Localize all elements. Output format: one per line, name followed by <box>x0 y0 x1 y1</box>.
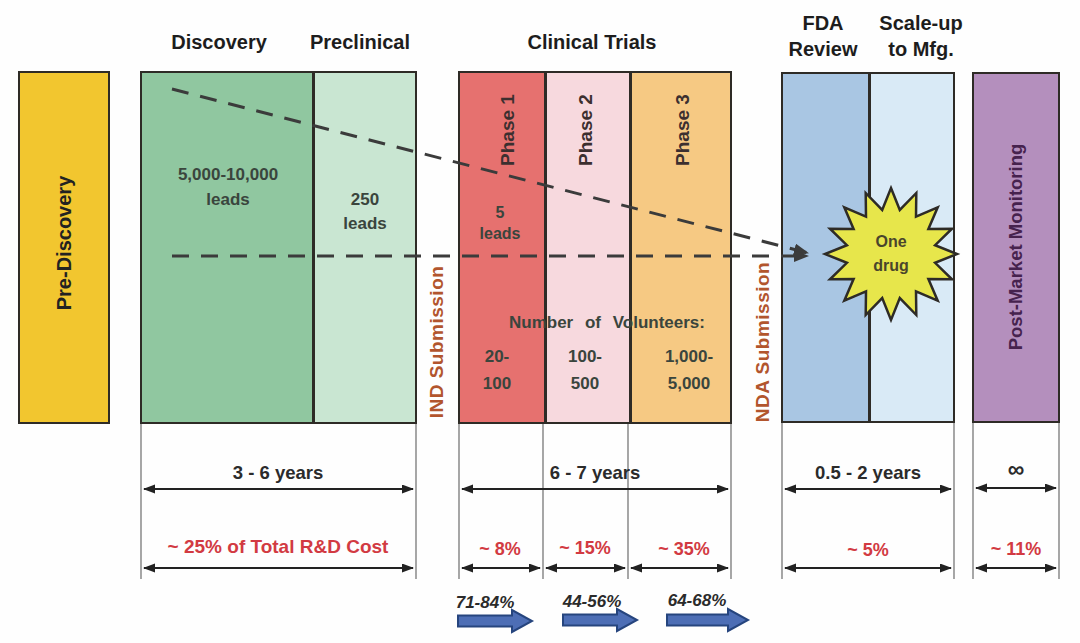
volunteers-heading: Number of Volunteers: <box>509 313 705 333</box>
phase2-volunteers-line1: 100- <box>568 347 602 367</box>
duration-fda-scaleup: 0.5 - 2 years <box>815 462 921 484</box>
discovery-leads-line2: leads <box>206 190 249 210</box>
scaleup-title-line1: Scale-up <box>879 12 962 35</box>
phase1-rate-arrow <box>458 610 532 632</box>
phase1-volunteers-line1: 20- <box>485 347 510 367</box>
phase1-leads-line1: 5 <box>496 204 505 222</box>
discovery-leads-line1: 5,000-10,000 <box>178 165 278 185</box>
phase1-phase2-divider <box>544 73 547 422</box>
phase1-leads-line2: leads <box>480 225 521 243</box>
fda-review-segment <box>783 74 869 421</box>
phase2-rate-arrow <box>563 609 637 631</box>
phase2-volunteers-line2: 500 <box>571 374 599 394</box>
rate-phase2: 44-56% <box>563 592 622 612</box>
preclinical-segment <box>313 73 415 422</box>
drug-development-pipeline-diagram: Discovery Preclinical Clinical Trials FD… <box>0 0 1080 643</box>
preclinical-title: Preclinical <box>310 31 410 54</box>
rate-phase3: 64-68% <box>668 591 727 611</box>
phase3-volunteers-line2: 5,000 <box>668 374 711 394</box>
preclinical-leads-line2: leads <box>343 214 386 234</box>
discovery-preclinical-box <box>140 71 417 424</box>
fda-scaleup-divider <box>868 74 871 421</box>
fda-review-title-line1: FDA <box>802 12 843 35</box>
one-drug-line1: One <box>875 233 906 251</box>
phase2-label: Phase 2 <box>575 94 597 166</box>
duration-post-market: ∞ <box>1008 456 1024 483</box>
duration-discovery-preclinical: 3 - 6 years <box>233 462 324 484</box>
preclinical-leads-line1: 250 <box>351 190 379 210</box>
phase2-phase3-divider <box>629 73 632 422</box>
cost-phase1: ~ 8% <box>479 539 521 560</box>
scaleup-title-line2: to Mfg. <box>888 38 954 61</box>
fda-review-title-line2: Review <box>789 38 858 61</box>
cost-phase2: ~ 15% <box>559 538 611 559</box>
fda-scaleup-box <box>781 72 955 423</box>
discovery-title: Discovery <box>171 31 267 54</box>
one-drug-line2: drug <box>873 257 909 275</box>
duration-arrows <box>144 488 1056 489</box>
duration-clinical: 6 - 7 years <box>550 462 641 484</box>
cost-post-market: ~ 11% <box>991 539 1042 560</box>
phase1-label: Phase 1 <box>497 94 519 166</box>
ind-submission-label: IND Submission <box>426 266 448 419</box>
phase1-volunteers-line2: 100 <box>483 374 511 394</box>
phase3-rate-arrow <box>667 609 748 631</box>
discovery-preclinical-divider <box>312 73 315 422</box>
discovery-segment <box>142 73 313 422</box>
cost-fda-scaleup: ~ 5% <box>847 540 889 561</box>
phase3-volunteers-line1: 1,000- <box>665 347 713 367</box>
post-market-label: Post-Market Monitoring <box>1005 144 1027 351</box>
clinical-trials-title: Clinical Trials <box>528 31 657 54</box>
phase3-label: Phase 3 <box>672 94 694 166</box>
rate-phase1: 71-84% <box>456 593 515 613</box>
pre-discovery-label: Pre-Discovery <box>53 176 76 311</box>
nda-submission-label: NDA Submission <box>752 262 774 422</box>
cost-discovery-preclinical: ~ 25% of Total R&D Cost <box>168 536 389 558</box>
cost-phase3: ~ 35% <box>658 539 710 560</box>
